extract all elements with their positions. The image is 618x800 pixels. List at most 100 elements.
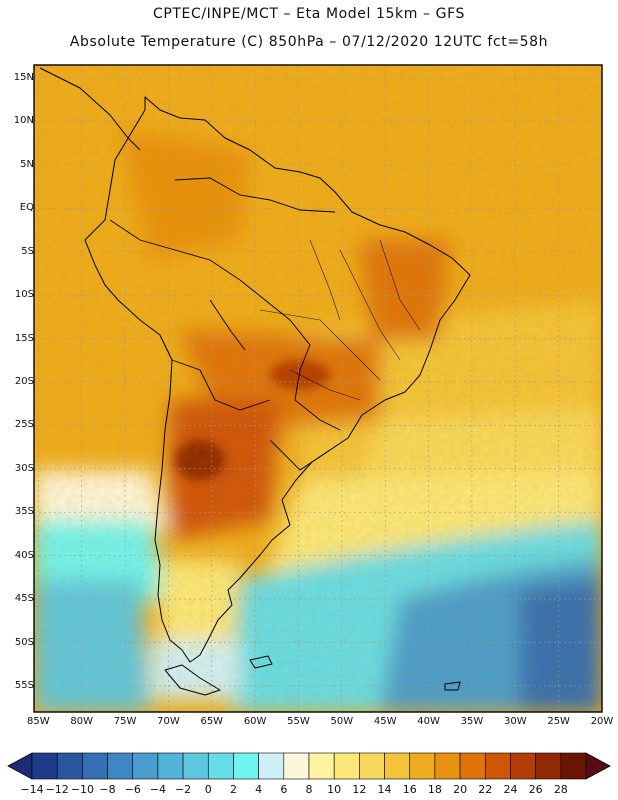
colorbar-label: −4 [149, 783, 167, 796]
colorbar-swatch [434, 752, 461, 780]
map-title-line-1: CPTEC/INPE/MCT – Eta Model 15km – GFS [152, 6, 466, 22]
colorbar-label: −14 [20, 783, 44, 796]
colorbar-swatch [31, 752, 58, 780]
border-ecuador-peru-colombia [109, 219, 241, 281]
lat-label: 5S [21, 245, 34, 257]
coastlines [39, 67, 471, 696]
lat-label: 30S [14, 462, 34, 474]
border-bolivia-brazil-paraguay [239, 279, 341, 431]
lon-label: 40W [417, 716, 440, 727]
colorbar-label: 24 [503, 783, 518, 796]
colorbar-swatch [308, 752, 335, 780]
border-brazil-states-a [339, 249, 401, 361]
colorbar-label: 10 [327, 783, 342, 796]
falkland-islands [249, 655, 273, 669]
lat-label: 40S [14, 549, 34, 561]
lat-label: 10S [14, 289, 34, 301]
colorbar-swatch [82, 752, 108, 780]
lat-label: 15N [13, 72, 34, 84]
colorbar-under-arrow [7, 752, 33, 780]
colorbar-swatch [207, 752, 234, 780]
lat-label: 5N [20, 158, 34, 170]
colorbar [7, 752, 611, 780]
country-borders [109, 177, 341, 471]
colorbar-over-arrow [585, 752, 611, 780]
colorbar-swatch [484, 752, 511, 780]
lon-label: 85W [27, 716, 50, 727]
colorbar-swatch [409, 752, 436, 780]
lat-label: 35S [14, 506, 34, 518]
colorbar-label: 28 [553, 783, 568, 796]
colorbar-swatch [359, 752, 385, 780]
colorbar-label: 8 [305, 783, 313, 796]
colorbar-swatch [132, 752, 159, 780]
colorbar-label: 6 [280, 783, 288, 796]
colorbar-label: 2 [229, 783, 237, 796]
lon-label: 70W [157, 716, 180, 727]
south-georgia-island [444, 681, 461, 691]
colorbar-swatch [535, 752, 562, 780]
border-brazil-states-c [259, 309, 381, 381]
colorbar-label: −2 [174, 783, 192, 796]
lon-label: 60W [243, 716, 267, 727]
lon-label: 30W [503, 716, 527, 727]
lat-label: 25S [14, 419, 34, 431]
lat-label: 45S [14, 593, 34, 605]
colorbar-label: 16 [402, 783, 417, 796]
texture-speckle [34, 65, 602, 712]
central-america-coastline [39, 67, 141, 151]
tierra-del-fuego [164, 664, 221, 696]
lon-label: 65W [200, 716, 224, 727]
colorbar-swatch [510, 752, 536, 780]
colorbar-swatch [258, 752, 285, 780]
lon-label: 25W [547, 716, 570, 727]
colorbar-label: 26 [528, 783, 543, 796]
colorbar-swatch [182, 752, 209, 780]
lat-label: 50S [14, 636, 34, 648]
colorbar-label: −10 [70, 783, 94, 796]
map-frame [33, 64, 603, 713]
colorbar-label: 14 [377, 783, 392, 796]
colorbar-swatch [56, 752, 83, 780]
border-venezuela-colombia-brazil [174, 177, 336, 213]
border-brazil-states-d [289, 369, 361, 401]
border-argentina-uruguay-brazil [269, 439, 331, 471]
border-brazil-states-e [309, 239, 341, 321]
map-title-line-2: Absolute Temperature (C) 850hPa – 07/12/… [69, 34, 549, 50]
lon-label: 50W [330, 716, 354, 727]
south-america-coastline [84, 96, 471, 663]
colorbar-swatch [283, 752, 310, 780]
colorbar-label: 12 [352, 783, 367, 796]
lon-label: 35W [460, 716, 484, 727]
border-chile-bolivia-argentina [171, 359, 271, 411]
colorbar-label: 20 [453, 783, 468, 796]
colorbar-label: 4 [255, 783, 263, 796]
border-peru-bolivia [209, 299, 246, 351]
colorbar-swatch [560, 752, 587, 780]
colorbar-label: 18 [427, 783, 442, 796]
colorbar-swatch [157, 752, 184, 780]
lat-label: 55S [14, 679, 34, 691]
lon-label: 80W [70, 716, 93, 727]
lat-label: 20S [14, 375, 34, 387]
colorbar-label: −6 [124, 783, 141, 796]
colorbar-swatch [107, 752, 134, 780]
border-brazil-states-b [379, 239, 421, 331]
state-borders [259, 239, 421, 401]
lon-label: 55W [287, 716, 310, 727]
colorbar-swatch [233, 752, 259, 780]
colorbar-label: 0 [204, 783, 212, 796]
colorbar-swatch [333, 752, 360, 780]
temperature-field [34, 65, 602, 712]
lon-label: 20W [590, 716, 614, 727]
lat-label: EQ [19, 202, 34, 214]
colorbar-label: 22 [478, 783, 493, 796]
colorbar-label: −8 [99, 783, 116, 796]
colorbar-swatch [459, 752, 486, 780]
lat-label: 10N [13, 115, 34, 127]
lon-label: 45W [373, 716, 397, 727]
colorbar-swatch [384, 752, 411, 780]
colorbar-label: −12 [45, 783, 69, 796]
lon-label: 75W [113, 716, 137, 727]
